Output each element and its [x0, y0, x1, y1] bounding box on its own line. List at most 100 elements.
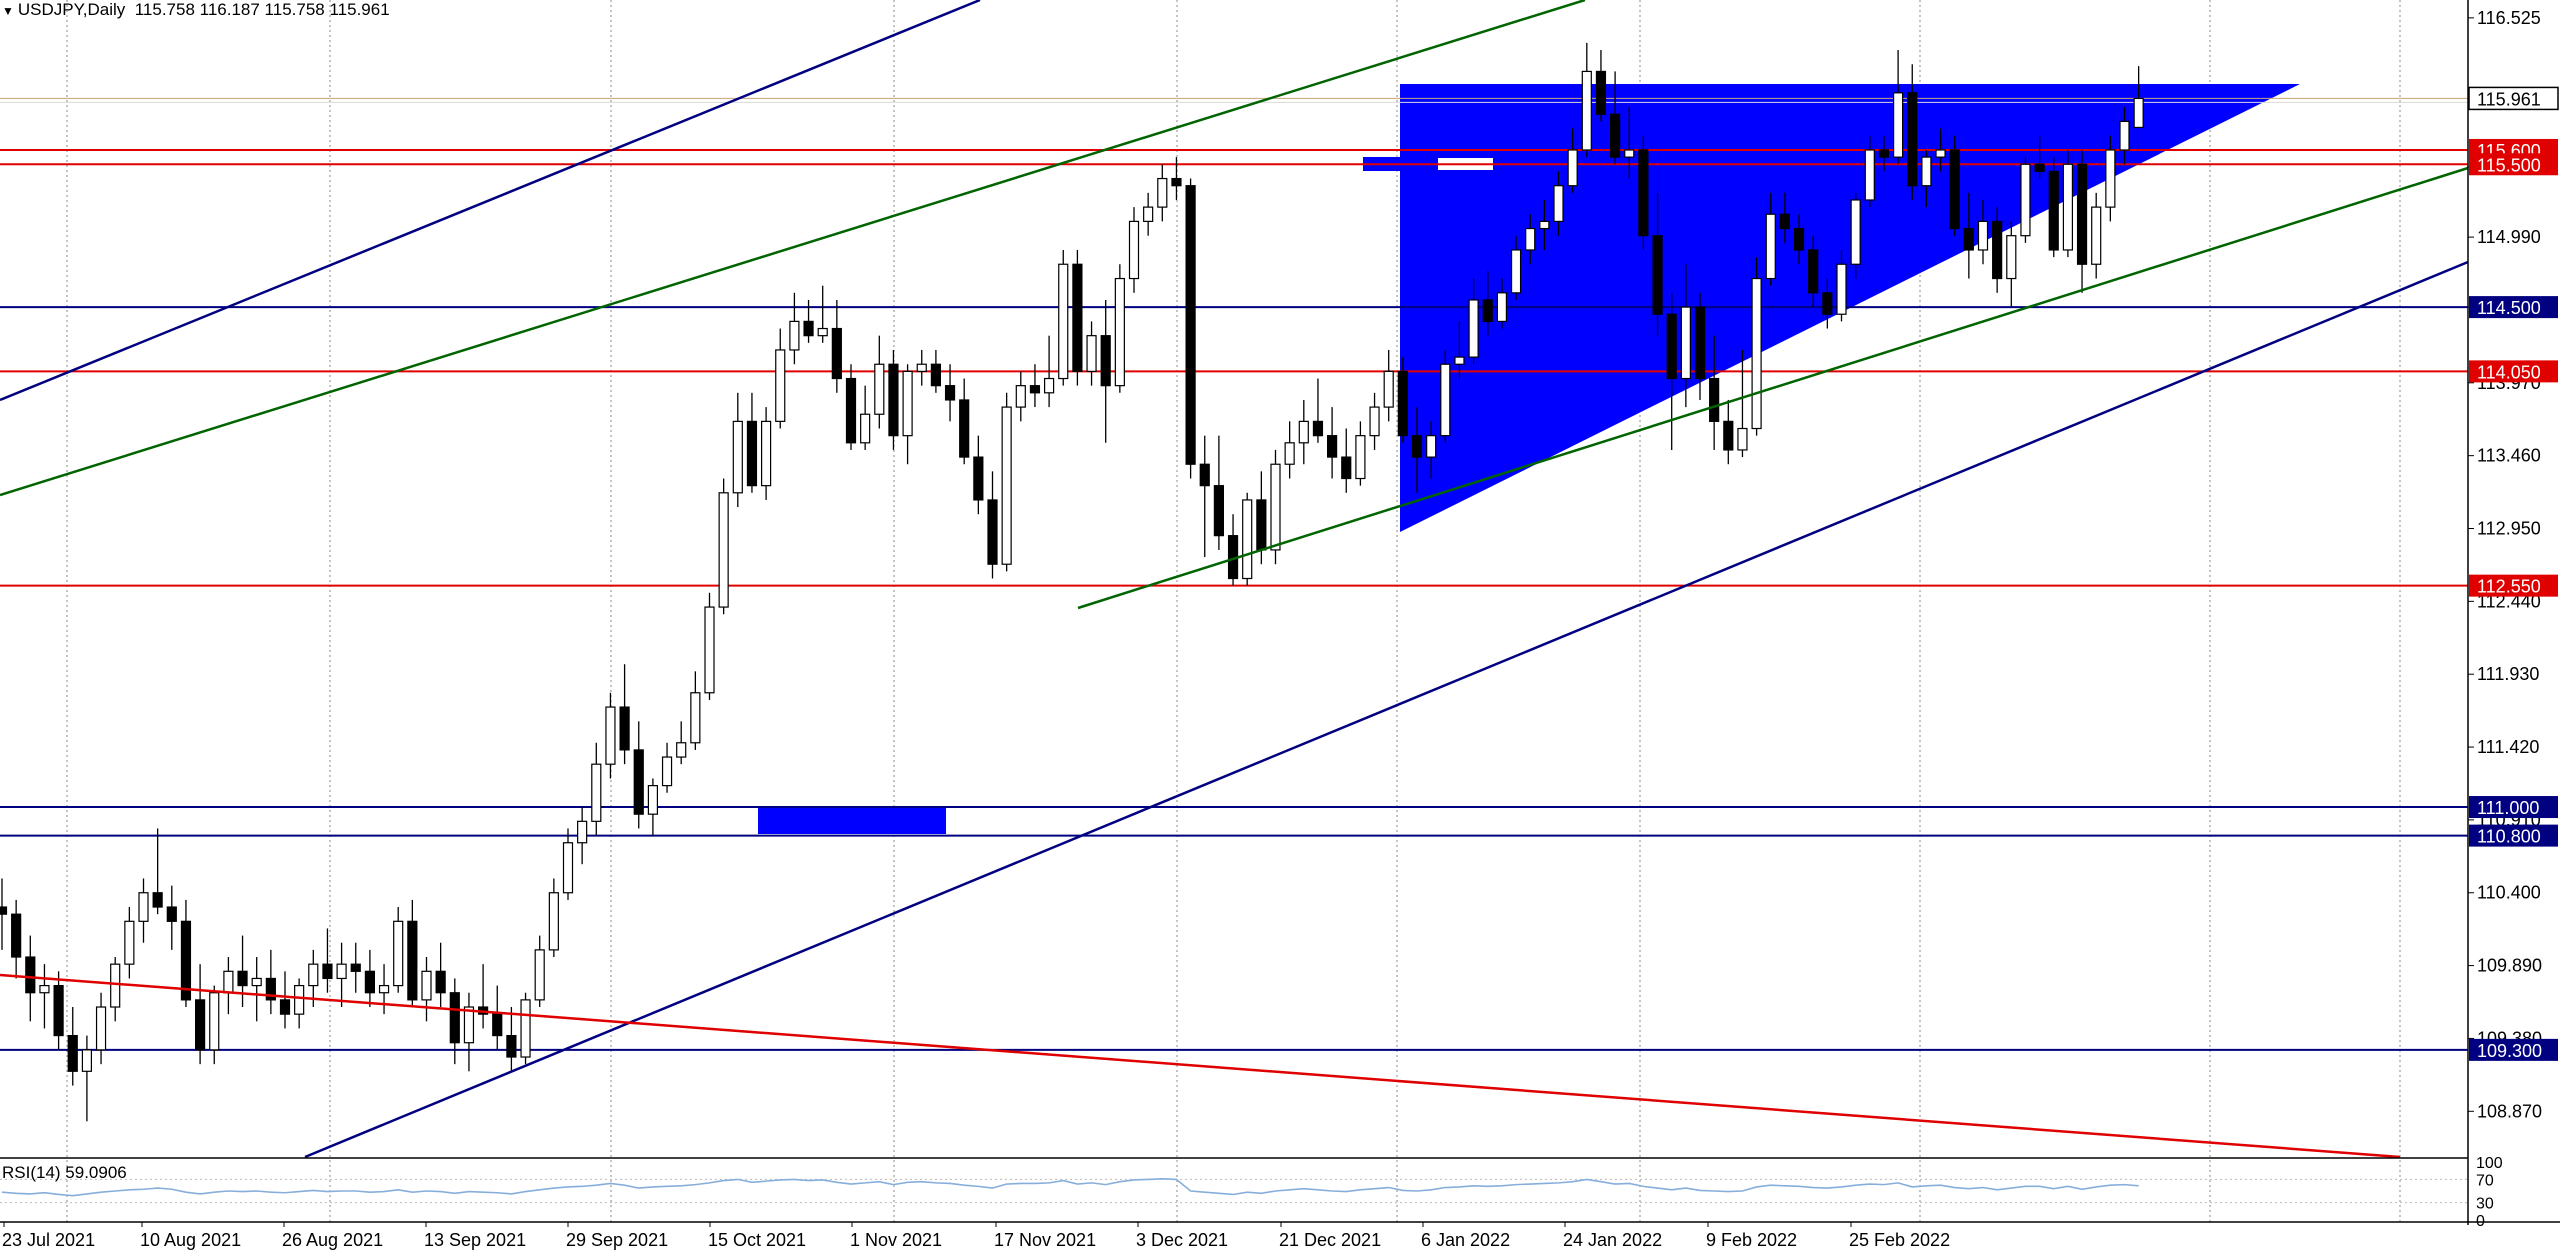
candle-body: [2034, 163, 2045, 173]
current-price-tag: 115.961: [2477, 89, 2541, 109]
candle-45: [633, 721, 644, 829]
candle-91: [1284, 421, 1295, 479]
candle-body: [393, 920, 404, 987]
candle-63: [888, 349, 899, 450]
rsi-tick-label: 100: [2476, 1155, 2503, 1172]
candle-25: [350, 942, 361, 993]
candle-body: [1185, 185, 1196, 465]
red-trendline: [0, 973, 2401, 1159]
candle-34: [478, 964, 489, 1029]
level-tag-label: 114.050: [2477, 362, 2541, 382]
candle-body: [1878, 149, 1890, 158]
level-tag-bg: [2469, 824, 2558, 847]
candle-145: [2048, 157, 2059, 258]
time-axis: 23 Jul 2021 10 Aug 2021 26 Aug 2021 13 Sep …: [2, 1222, 1950, 1250]
candle-body: [407, 920, 418, 1001]
candle-147: [2076, 149, 2088, 293]
candle-72: [1015, 371, 1026, 422]
date-label: 25 Feb 2022: [1849, 1230, 1950, 1250]
candle-151: [2133, 66, 2144, 129]
candle-body: [577, 820, 588, 844]
candle-body: [81, 1049, 93, 1072]
candle-body: [562, 842, 574, 894]
candle-142: [2006, 221, 2017, 308]
candle-body: [2048, 170, 2059, 251]
candle-26: [364, 949, 375, 1008]
candle-body: [322, 963, 333, 980]
candle-116: [1638, 135, 1649, 250]
caret-down-icon[interactable]: ▼: [2, 4, 14, 18]
price-tick-label: 108.870: [2477, 1101, 2542, 1121]
candle-body: [1171, 177, 1182, 187]
candle-11: [152, 828, 163, 915]
candle-68: [959, 378, 970, 465]
candle-125: [1765, 192, 1776, 286]
candle-88: [1242, 492, 1253, 586]
candle-body: [209, 992, 220, 1051]
candle-body: [1949, 149, 1960, 230]
candle-64: [902, 364, 913, 465]
candle-body: [1426, 435, 1437, 458]
candle-body: [1510, 249, 1522, 294]
level-tag-label: 114.500: [2477, 298, 2541, 318]
ohlc-values: 115.758 116.187 115.758 115.961: [134, 0, 390, 19]
candle-136: [1921, 149, 1932, 208]
candle-body: [817, 327, 828, 337]
candle-body: [520, 999, 531, 1058]
candle-body: [1638, 149, 1649, 237]
candle-body: [1864, 149, 1875, 201]
candle-134: [1892, 49, 1904, 165]
candle-body: [1822, 292, 1833, 315]
candle-body: [1694, 306, 1706, 380]
candle-23: [322, 928, 333, 993]
candle-body: [1468, 299, 1479, 358]
candle-62: [874, 335, 885, 429]
candle-13: [180, 899, 192, 1008]
candle-body: [435, 970, 446, 994]
date-label: 23 Jul 2021: [2, 1230, 95, 1250]
candle-148: [2091, 192, 2102, 279]
candle-body: [152, 892, 163, 908]
candle-body: [1553, 185, 1564, 223]
candle-56: [789, 292, 800, 365]
rsi-tick-label: 0: [2476, 1213, 2485, 1230]
candle-19: [265, 949, 276, 1015]
candle-body: [1482, 299, 1493, 322]
candle-99: [1397, 357, 1408, 443]
candle-98: [1383, 349, 1394, 422]
candle-32: [449, 978, 460, 1065]
candle-body: [11, 913, 22, 958]
candle-body: [39, 984, 50, 994]
candle-5: [67, 1007, 78, 1086]
price-tick-label: 114.990: [2477, 227, 2541, 247]
candle-37: [520, 992, 531, 1065]
candle-92: [1298, 399, 1309, 465]
candle-body: [1086, 335, 1097, 372]
candle-body: [860, 413, 871, 444]
candle-146: [2062, 149, 2073, 258]
candle-body: [308, 963, 319, 987]
candle-124: [1751, 257, 1762, 436]
candle-131: [1850, 192, 1861, 279]
candle-body: [67, 1034, 78, 1072]
candle-73: [1029, 364, 1041, 408]
candle-15: [209, 985, 220, 1065]
candle-body: [1100, 335, 1111, 387]
candle-114: [1609, 71, 1621, 165]
candle-135: [1907, 64, 1918, 200]
candle-85: [1199, 435, 1210, 558]
candle-105: [1482, 271, 1493, 336]
candle-87: [1227, 514, 1239, 586]
candle-18: [251, 957, 262, 1022]
candle-110: [1553, 171, 1564, 236]
candle-body: [591, 763, 602, 822]
candle-body: [647, 785, 659, 815]
candle-body: [237, 970, 248, 987]
candle-body: [1128, 220, 1140, 280]
candle-body: [350, 963, 361, 972]
candle-body: [1723, 420, 1734, 451]
candle-body: [1256, 499, 1267, 551]
candle-body: [775, 349, 786, 422]
